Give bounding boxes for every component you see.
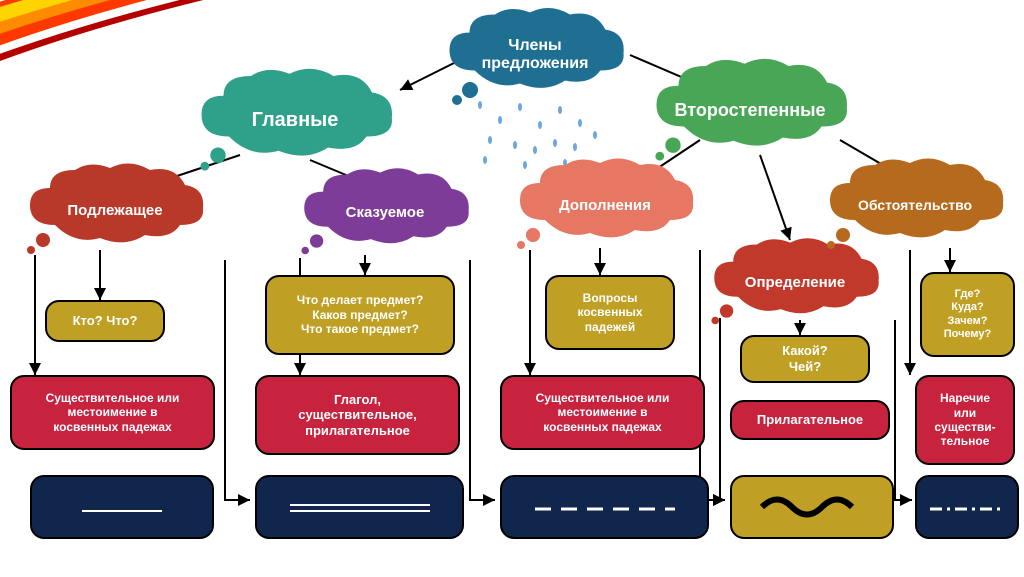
underline-wavy [730,475,894,539]
cloud-sub3-label: Дополнения [559,197,651,214]
cloud-main1-label: Главные [252,109,339,132]
underline-solid [30,475,214,539]
box-q3: Вопросы косвенных падежей [545,275,675,350]
box-a2: Глагол, существительное, прилагательное [255,375,460,455]
cloud-sub2-label: Сказуемое [346,204,425,221]
cloud-sub5-label: Обстоятельство [858,197,972,213]
cloud-main2: Второстепенные [620,55,880,165]
underline-double [255,475,464,539]
box-q4: Какой? Чей? [740,335,870,383]
underline-dashed [500,475,709,539]
cloud-sub2: Сказуемое [290,165,480,260]
box-q1: Кто? Что? [45,300,165,342]
box-a5: Наречие или существи- тельное [915,375,1015,465]
underline-dashdot [915,475,1019,539]
cloud-sub4-label: Определение [745,274,845,291]
cloud-sub3: Дополнения [505,155,705,255]
box-a1: Существительное или местоимение в косвен… [10,375,215,450]
box-a4: Прилагательное [730,400,890,440]
box-a3: Существительное или местоимение в косвен… [500,375,705,450]
cloud-sub5: Обстоятельство [815,155,1015,255]
cloud-main1: Главные [185,65,405,175]
cloud-main2-label: Второстепенные [675,100,826,121]
cloud-root-label: Члены предложения [482,37,589,73]
cloud-sub1-label: Подлежащее [67,202,162,219]
cloud-root: Члены предложения [430,5,640,105]
box-q5: Где? Куда? Зачем? Почему? [920,272,1015,357]
box-q2: Что делает предмет? Каков предмет? Что т… [265,275,455,355]
cloud-sub1: Подлежащее [15,160,215,260]
